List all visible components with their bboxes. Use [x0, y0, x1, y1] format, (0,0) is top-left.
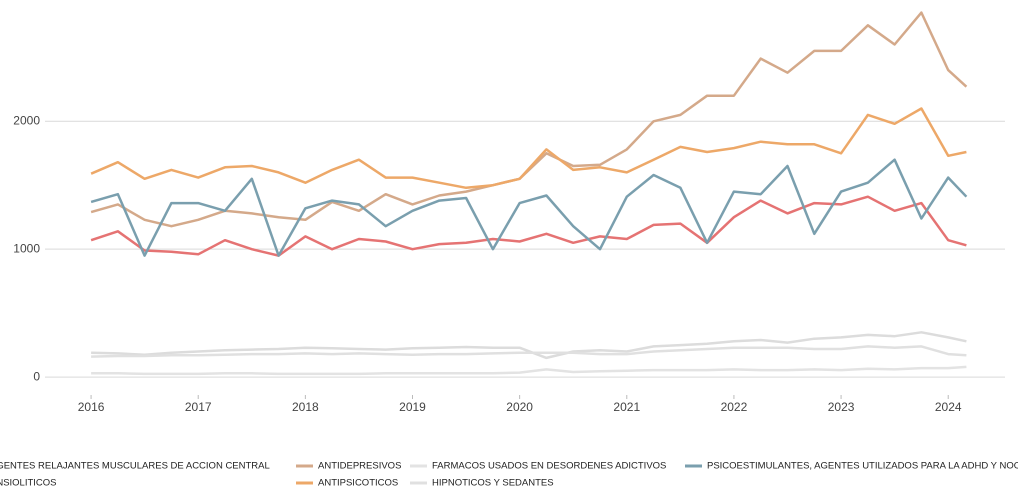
x-tick-label: 2017 — [185, 400, 212, 414]
series-line — [91, 345, 967, 358]
x-tick-label: 2020 — [506, 400, 533, 414]
x-tick-label: 2019 — [399, 400, 426, 414]
series-line — [90, 11, 968, 228]
series-line — [90, 107, 967, 190]
x-tick-label: 2021 — [613, 400, 640, 414]
legend-label: ANTIPSICOTICOS — [318, 478, 398, 488]
series-line — [90, 195, 967, 257]
y-tick-label: 1000 — [13, 241, 40, 255]
legend-label: AGENTES RELAJANTES MUSCULARES DE ACCION … — [0, 461, 270, 472]
x-tick-label: 2023 — [828, 400, 855, 414]
x-tick-label: 2022 — [721, 400, 748, 414]
x-tick-label: 2016 — [78, 400, 105, 414]
legend-label: HIPNOTICOS Y SEDANTES — [432, 478, 554, 488]
series-line — [90, 158, 968, 257]
legend-label: FARMACOS USADOS EN DESORDENES ADICTIVOS — [432, 461, 666, 472]
x-tick-label: 2018 — [292, 400, 319, 414]
legend-label: ANTIDEPRESIVOS — [318, 461, 401, 472]
legend-label: PSICOESTIMULANTES, AGENTES UTILIZADOS PA… — [707, 461, 1018, 472]
series-line — [91, 365, 967, 376]
y-tick-label: 0 — [33, 369, 40, 383]
legend-label: ANSIOLITICOS — [0, 478, 57, 488]
y-tick-label: 2000 — [13, 113, 40, 127]
x-tick-label: 2024 — [935, 400, 962, 414]
